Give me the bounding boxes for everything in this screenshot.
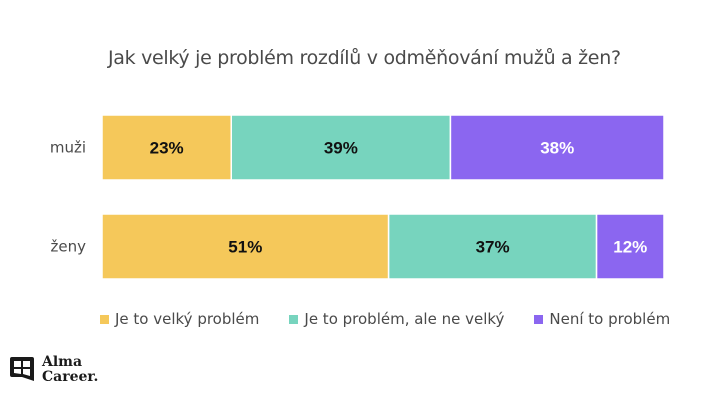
category-label: ženy	[51, 238, 87, 256]
bar-segment	[230, 114, 452, 181]
legend-label: Je to velký problém	[115, 310, 260, 328]
chart-legend: Je to velký problém Je to problém, ale ne…	[100, 310, 700, 328]
logo-line-1: Alma	[42, 354, 83, 370]
stacked-bar-chart: muži 23% 39% 38% ženy 51% 37% 12%	[50, 114, 665, 280]
alma-career-logo: Alma Career.	[8, 355, 98, 385]
legend-item: Je to problém, ale ne velký	[289, 310, 504, 328]
logo-line-2: Career.	[42, 369, 99, 385]
alma-career-logo-icon	[10, 357, 34, 381]
bar-segment	[449, 114, 665, 181]
legend-swatch	[289, 314, 299, 324]
data-label: 23%	[150, 139, 184, 158]
legend-item: Je to velký problém	[100, 310, 259, 328]
data-label: 12%	[613, 238, 647, 257]
legend-item: Není to problém	[534, 310, 670, 328]
data-label: 39%	[324, 139, 358, 158]
data-label: 37%	[476, 238, 510, 257]
bar-segment	[595, 213, 665, 280]
bar-segment	[387, 213, 598, 280]
legend-swatch	[534, 314, 544, 324]
category-label: muži	[50, 139, 86, 157]
chart-title: Jak velký je problém rozdílů v odměňován…	[108, 47, 621, 69]
legend-label: Není to problém	[549, 310, 671, 328]
data-label: 51%	[228, 238, 262, 257]
legend-swatch	[100, 314, 109, 324]
legend-label: Je to problém, ale ne velký	[304, 310, 505, 328]
data-label: 38%	[540, 139, 574, 158]
